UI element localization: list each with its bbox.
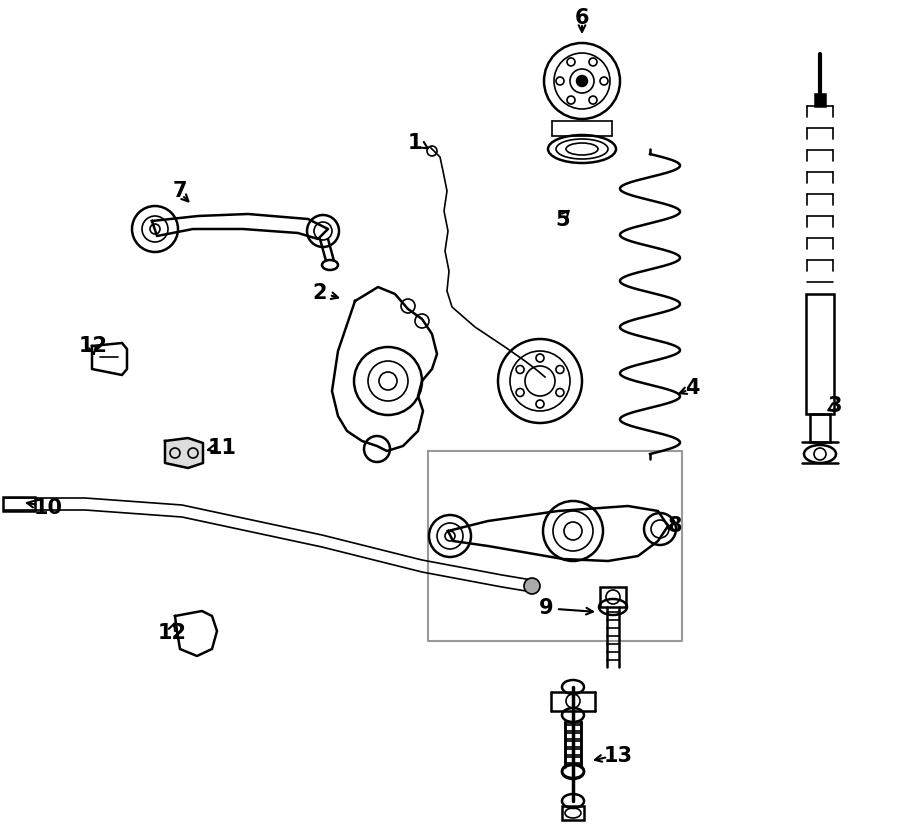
- Text: 9: 9: [539, 597, 554, 617]
- Text: 2: 2: [313, 283, 328, 303]
- Polygon shape: [165, 438, 203, 468]
- Text: 10: 10: [33, 497, 62, 517]
- Bar: [815, 95, 825, 107]
- Text: 4: 4: [685, 378, 699, 398]
- Circle shape: [524, 579, 540, 594]
- Bar: [600, 588, 626, 607]
- Bar: [562, 806, 584, 820]
- Text: 7: 7: [173, 181, 187, 201]
- Text: 12: 12: [78, 335, 107, 355]
- Text: 12: 12: [158, 622, 186, 642]
- Text: 11: 11: [208, 437, 237, 457]
- Text: 6: 6: [575, 8, 590, 28]
- Text: 1: 1: [408, 133, 422, 153]
- Text: 8: 8: [668, 515, 682, 535]
- Text: 5: 5: [555, 210, 571, 230]
- Bar: [810, 415, 830, 442]
- Bar: [3, 497, 35, 512]
- Text: 3: 3: [828, 395, 842, 415]
- Text: 13: 13: [604, 745, 633, 765]
- Bar: [806, 294, 834, 415]
- Circle shape: [577, 77, 587, 87]
